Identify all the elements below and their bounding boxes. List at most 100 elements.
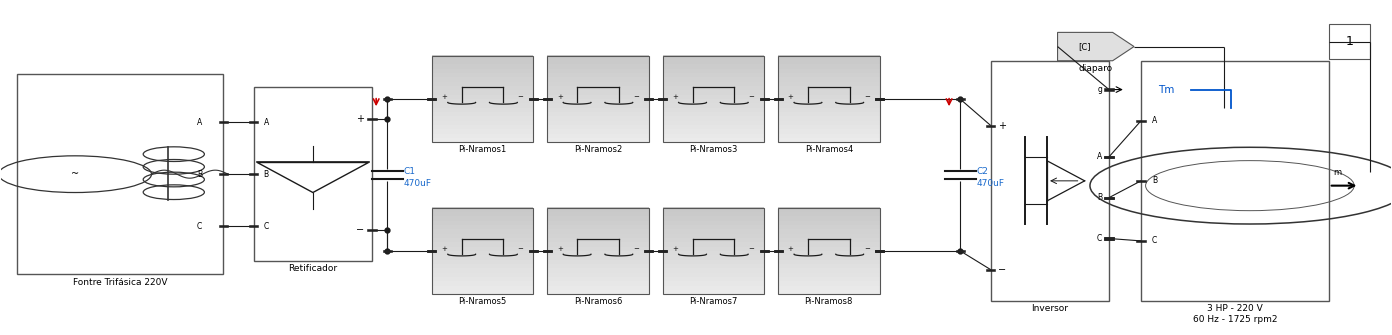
Bar bbox=[432, 99, 533, 104]
Text: −: − bbox=[518, 94, 523, 100]
Bar bbox=[663, 289, 764, 294]
Bar bbox=[663, 238, 764, 242]
Bar bbox=[432, 207, 533, 212]
Bar bbox=[432, 64, 533, 69]
Bar bbox=[547, 255, 649, 260]
Bar bbox=[432, 55, 533, 60]
Bar bbox=[432, 281, 533, 286]
Bar bbox=[876, 98, 884, 100]
Bar bbox=[663, 224, 764, 229]
Bar bbox=[760, 250, 768, 252]
Bar bbox=[778, 255, 880, 260]
Bar bbox=[547, 268, 649, 273]
Bar bbox=[547, 129, 649, 134]
Text: Pi-Nramos7: Pi-Nramos7 bbox=[689, 297, 738, 306]
Bar bbox=[547, 86, 649, 90]
Text: Fontre Trifásica 220V: Fontre Trifásica 220V bbox=[72, 278, 167, 286]
Text: −: − bbox=[864, 94, 870, 100]
Bar bbox=[663, 108, 764, 112]
Text: Tm: Tm bbox=[1158, 84, 1173, 94]
Bar bbox=[778, 133, 880, 138]
Text: C: C bbox=[1153, 237, 1157, 246]
Bar bbox=[547, 60, 649, 64]
Text: A: A bbox=[263, 118, 269, 127]
Text: B: B bbox=[263, 170, 269, 179]
Bar bbox=[778, 208, 880, 294]
Bar bbox=[432, 90, 533, 95]
Bar bbox=[432, 285, 533, 290]
Bar bbox=[663, 216, 764, 220]
Text: −: − bbox=[749, 246, 754, 252]
Bar bbox=[778, 272, 880, 277]
Bar bbox=[547, 208, 649, 294]
Bar bbox=[778, 103, 880, 108]
Bar bbox=[547, 73, 649, 77]
Text: B: B bbox=[1153, 176, 1157, 185]
Bar bbox=[547, 81, 649, 86]
Bar bbox=[547, 207, 649, 212]
Text: 3 HP - 220 V
60 Hz - 1725 rpm2: 3 HP - 220 V 60 Hz - 1725 rpm2 bbox=[1193, 304, 1276, 324]
Bar bbox=[547, 216, 649, 220]
Bar bbox=[663, 233, 764, 238]
Bar bbox=[663, 121, 764, 125]
Bar bbox=[644, 98, 653, 100]
Text: A: A bbox=[1153, 116, 1157, 125]
Bar bbox=[432, 103, 533, 108]
Bar bbox=[663, 116, 764, 121]
Bar bbox=[876, 98, 884, 100]
Bar bbox=[432, 224, 533, 229]
Bar bbox=[432, 220, 533, 225]
Bar bbox=[547, 289, 649, 294]
Bar bbox=[543, 98, 551, 100]
Bar bbox=[1136, 180, 1146, 182]
Text: −: − bbox=[864, 246, 870, 252]
Bar bbox=[547, 56, 649, 142]
Bar bbox=[432, 108, 533, 112]
Bar bbox=[1104, 156, 1114, 158]
Text: +: + bbox=[672, 246, 678, 252]
Bar bbox=[760, 98, 768, 100]
Text: Pi-Nramos5: Pi-Nramos5 bbox=[458, 297, 507, 306]
Bar bbox=[778, 242, 880, 247]
Bar bbox=[778, 277, 880, 281]
Bar bbox=[432, 56, 533, 142]
Text: 470uF: 470uF bbox=[977, 179, 1005, 188]
Bar bbox=[987, 269, 995, 271]
Bar bbox=[644, 250, 653, 252]
Text: Retificador: Retificador bbox=[288, 264, 337, 273]
Bar bbox=[547, 272, 649, 277]
Bar bbox=[778, 264, 880, 268]
Bar bbox=[432, 77, 533, 82]
Bar bbox=[219, 121, 228, 123]
Text: −: − bbox=[749, 94, 754, 100]
Bar bbox=[432, 133, 533, 138]
Bar bbox=[547, 138, 649, 142]
Bar bbox=[778, 251, 880, 255]
Bar bbox=[219, 225, 228, 227]
Bar bbox=[663, 55, 764, 60]
Bar bbox=[432, 259, 533, 264]
Bar bbox=[547, 277, 649, 281]
Bar bbox=[663, 56, 764, 142]
Bar bbox=[778, 220, 880, 225]
Bar bbox=[529, 250, 537, 252]
Bar bbox=[663, 64, 764, 69]
Bar bbox=[547, 264, 649, 268]
Bar bbox=[778, 289, 880, 294]
Text: diaparo: diaparo bbox=[1079, 64, 1112, 73]
Bar bbox=[547, 90, 649, 95]
Bar bbox=[778, 55, 880, 60]
Bar bbox=[1329, 24, 1371, 59]
Bar bbox=[778, 73, 880, 77]
Text: −: − bbox=[355, 225, 363, 235]
Bar bbox=[663, 77, 764, 82]
Bar bbox=[778, 259, 880, 264]
Bar bbox=[663, 272, 764, 277]
Bar bbox=[774, 98, 782, 100]
Bar bbox=[432, 86, 533, 90]
Text: A: A bbox=[1097, 152, 1102, 161]
Bar bbox=[432, 211, 533, 216]
Bar bbox=[547, 99, 649, 104]
Bar bbox=[778, 56, 880, 142]
Bar bbox=[543, 250, 551, 252]
